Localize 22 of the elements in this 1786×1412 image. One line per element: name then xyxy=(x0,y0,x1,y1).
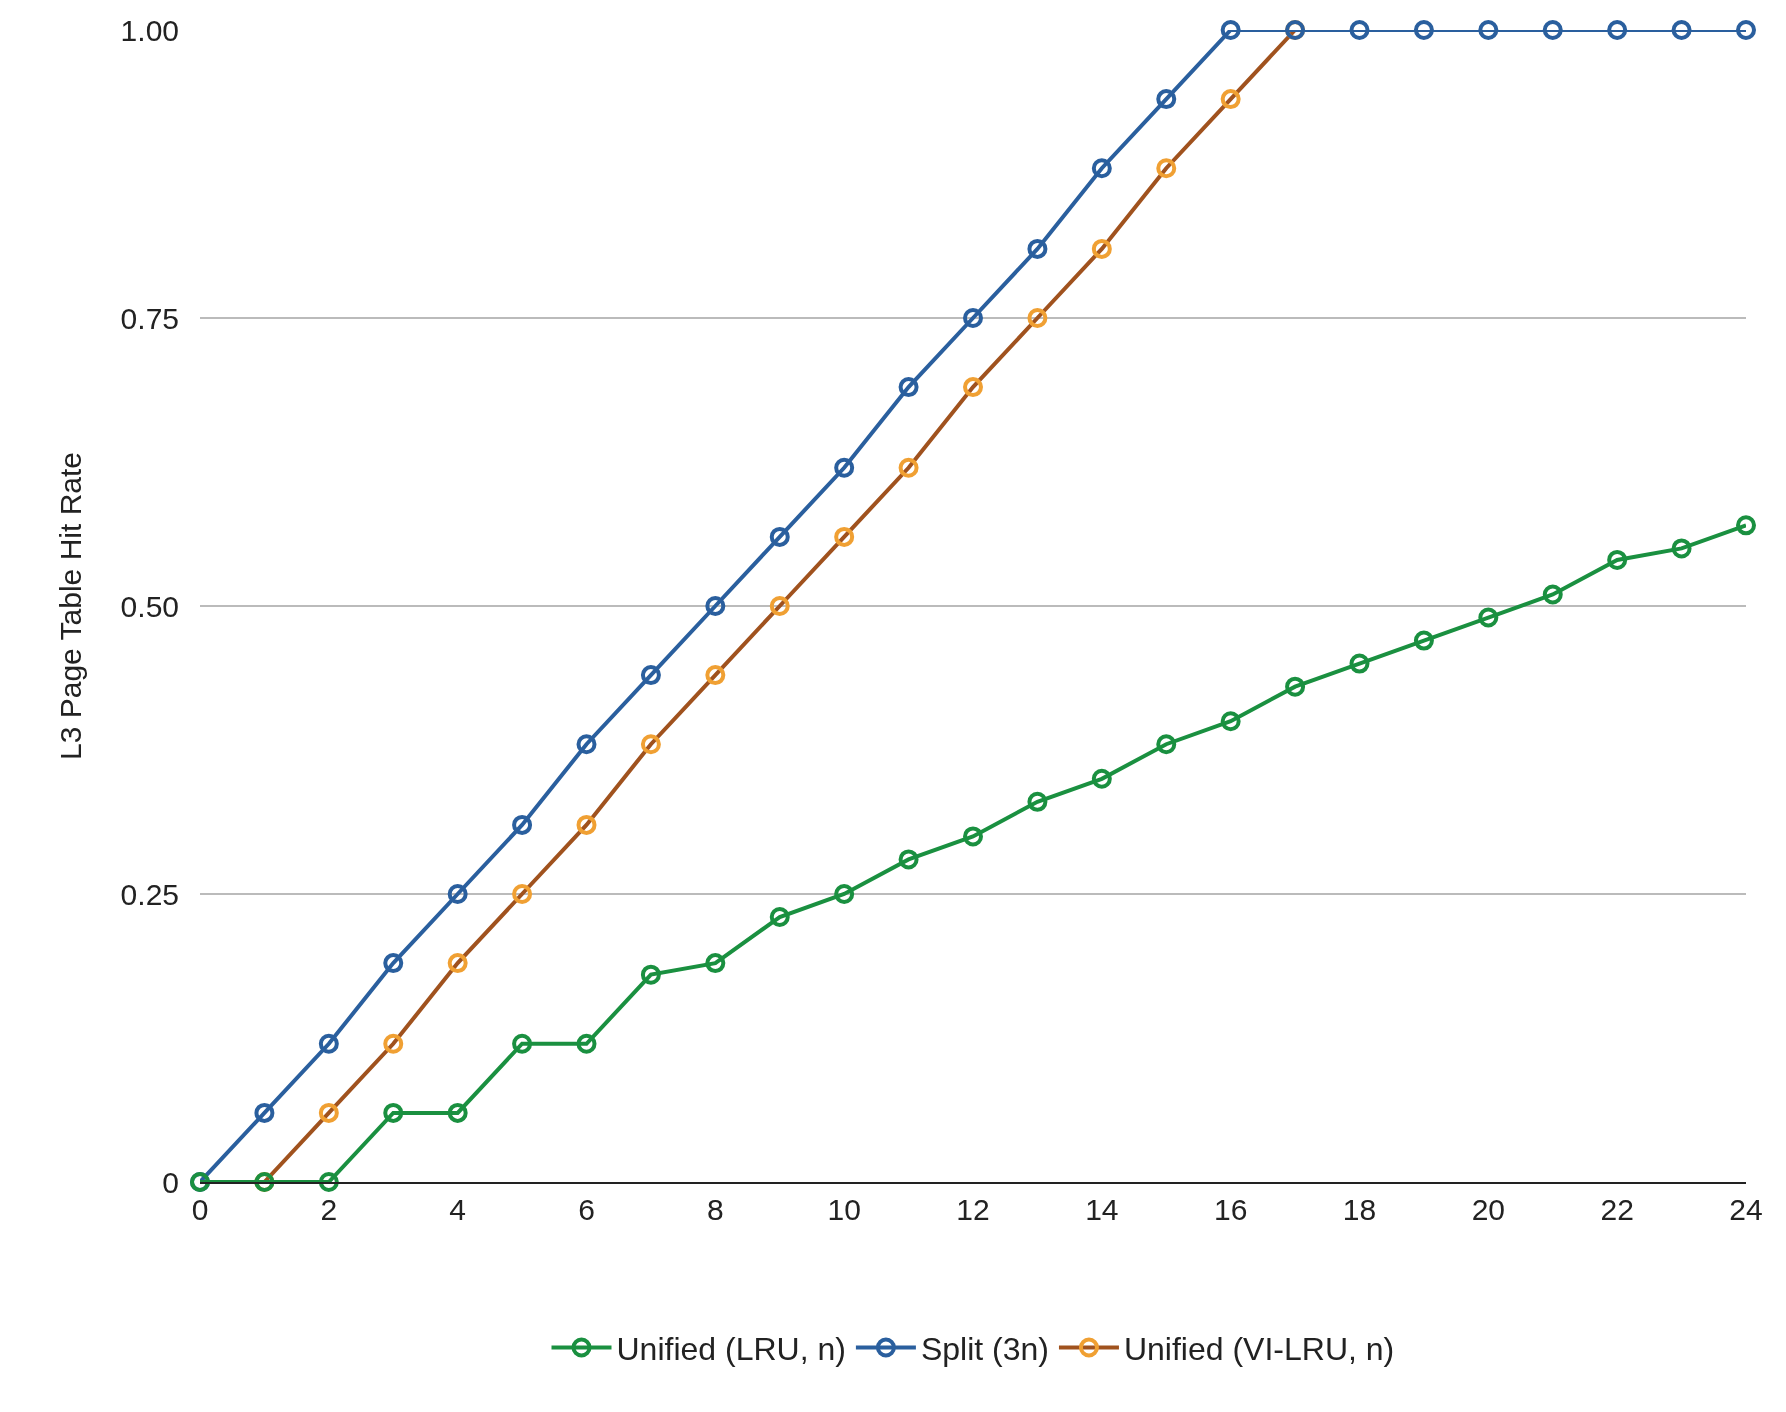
y-tick-label: 0.75 xyxy=(120,301,179,335)
x-tick-label: 22 xyxy=(1600,1193,1634,1226)
y-axis-title: L3 Page Table Hit Rate xyxy=(53,452,87,760)
x-tick-label: 14 xyxy=(1085,1193,1119,1226)
x-tick-label: 24 xyxy=(1729,1193,1763,1226)
y-tick-label: 0.25 xyxy=(120,877,179,911)
x-tick-label: 2 xyxy=(320,1193,338,1226)
x-tick-label: 12 xyxy=(956,1193,990,1226)
x-tick-label: 20 xyxy=(1471,1193,1506,1226)
x-tick-label: 8 xyxy=(706,1193,724,1226)
x-tick-label: 16 xyxy=(1213,1193,1248,1226)
y-tick-label: 0.50 xyxy=(120,589,179,623)
legend-label: Split (3n) xyxy=(920,1331,1049,1368)
x-tick-label: 4 xyxy=(449,1193,467,1226)
legend-label: Unified (LRU, n) xyxy=(616,1331,846,1368)
y-tick-label: 1.00 xyxy=(120,13,179,47)
x-tick-label: 10 xyxy=(827,1193,861,1226)
x-tick-label: 6 xyxy=(578,1193,595,1226)
legend-label: Unified (VI-LRU, n) xyxy=(1123,1331,1395,1368)
y-tick-label: 0 xyxy=(162,1165,179,1199)
x-tick-label: 0 xyxy=(191,1193,209,1226)
x-tick-label: 18 xyxy=(1342,1193,1377,1226)
